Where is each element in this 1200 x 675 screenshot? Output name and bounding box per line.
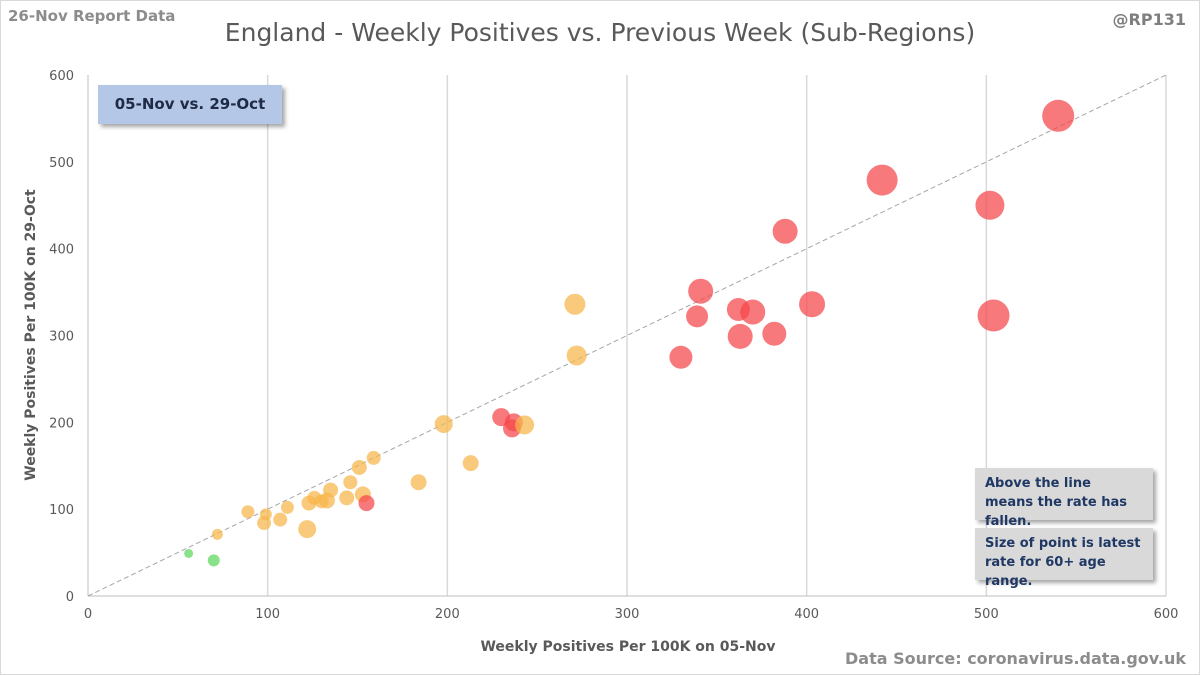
data-point <box>686 305 709 328</box>
report-date-label: 26-Nov Report Data <box>8 7 176 25</box>
data-point <box>184 548 194 558</box>
author-handle: @RP131 <box>1112 10 1186 29</box>
y-tick-label: 600 <box>49 69 74 84</box>
y-tick-label: 500 <box>49 156 74 171</box>
data-point <box>280 500 294 514</box>
tick-labels: 0 100 200 300 400 500 600 0 100 200 300 400 500 600 <box>49 69 1178 622</box>
data-point <box>762 321 787 346</box>
x-tick-label: 0 <box>84 607 92 622</box>
x-tick-label: 200 <box>435 607 460 622</box>
y-tick-label: 100 <box>49 503 74 518</box>
y-tick-label: 300 <box>49 330 74 345</box>
y-tick-label: 400 <box>49 243 74 258</box>
data-point <box>351 459 367 475</box>
chart-title: England - Weekly Positives vs. Previous … <box>224 18 976 47</box>
x-axis-title: Weekly Positives Per 100K on 05-Nov <box>480 639 775 655</box>
data-point <box>727 323 753 349</box>
data-point <box>688 278 714 304</box>
x-tick-label: 100 <box>255 607 280 622</box>
data-source: Data Source: coronavirus.data.gov.uk <box>845 649 1186 668</box>
data-point <box>564 293 586 315</box>
data-point <box>977 299 1010 332</box>
data-point <box>799 291 826 318</box>
data-point <box>866 164 898 196</box>
period-label-box: 05-Nov vs. 29-Oct <box>98 85 282 124</box>
data-point <box>975 190 1005 220</box>
x-tick-label: 400 <box>794 607 819 622</box>
data-point <box>410 474 427 491</box>
data-point <box>515 415 535 435</box>
data-point <box>434 415 453 434</box>
data-point <box>211 528 223 540</box>
gridlines <box>266 75 1167 596</box>
data-point <box>772 218 798 244</box>
data-point <box>241 505 255 519</box>
data-points <box>184 99 1075 567</box>
data-point <box>366 450 381 465</box>
data-point <box>566 345 587 366</box>
y-tick-label: 200 <box>49 416 74 431</box>
data-point <box>339 490 355 506</box>
x-tick-label: 600 <box>1154 607 1179 622</box>
data-point <box>740 299 766 325</box>
point-size-note: Size of point is latest rate for 60+ age… <box>975 528 1153 589</box>
data-point <box>298 520 317 539</box>
y-axis-title: Weekly Positives Per 100K on 29-Oct <box>23 189 39 481</box>
data-point <box>358 495 375 512</box>
data-point <box>343 475 358 490</box>
x-tick-label: 300 <box>615 607 640 622</box>
data-point <box>259 508 272 521</box>
y-tick-label: 0 <box>66 590 74 605</box>
data-point <box>273 512 288 527</box>
data-point <box>462 455 479 472</box>
data-point <box>207 554 220 567</box>
axes <box>87 75 1166 597</box>
data-point <box>669 345 693 369</box>
data-point <box>323 482 339 498</box>
data-point <box>1042 99 1075 132</box>
line-explanation-note: Above the line means the rate has fallen… <box>975 468 1153 529</box>
x-tick-label: 500 <box>974 607 999 622</box>
